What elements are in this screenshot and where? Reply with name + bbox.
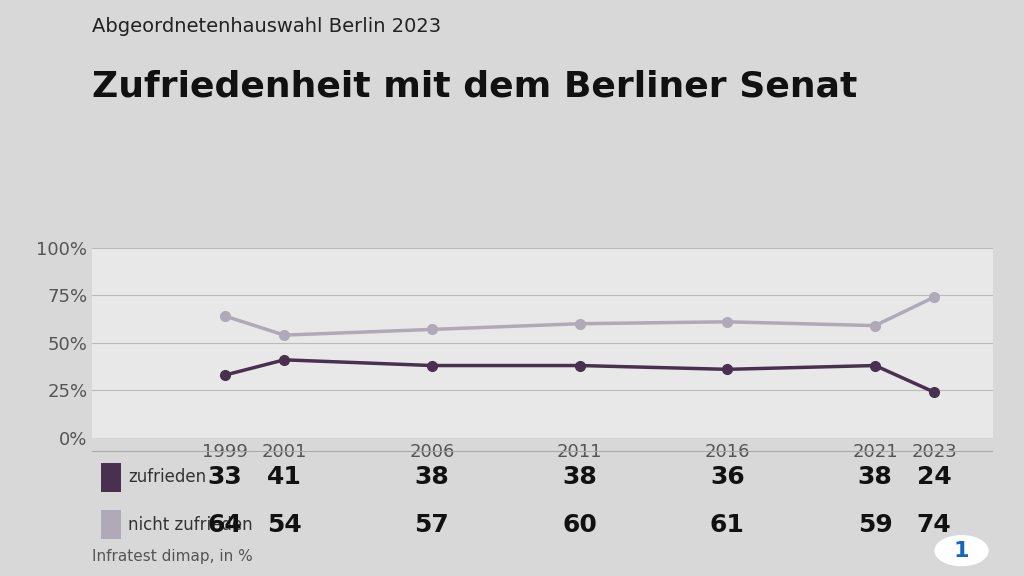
Text: 59: 59 <box>858 513 893 537</box>
Text: 54: 54 <box>267 513 302 537</box>
Text: Abgeordnetenhauswahl Berlin 2023: Abgeordnetenhauswahl Berlin 2023 <box>92 17 441 36</box>
Text: Zufriedenheit mit dem Berliner Senat: Zufriedenheit mit dem Berliner Senat <box>92 69 857 103</box>
Text: 60: 60 <box>562 513 597 537</box>
Text: zufrieden: zufrieden <box>128 468 206 486</box>
Text: 38: 38 <box>858 465 893 489</box>
Circle shape <box>935 536 988 566</box>
Text: 38: 38 <box>562 465 597 489</box>
Text: 1: 1 <box>953 541 970 562</box>
FancyBboxPatch shape <box>101 510 121 540</box>
Text: 57: 57 <box>415 513 450 537</box>
Text: 74: 74 <box>916 513 951 537</box>
Text: Infratest dimap, in %: Infratest dimap, in % <box>92 550 253 564</box>
FancyBboxPatch shape <box>101 463 121 492</box>
Text: 36: 36 <box>710 465 744 489</box>
Text: nicht zufrieden: nicht zufrieden <box>128 516 253 534</box>
Text: 38: 38 <box>415 465 450 489</box>
Text: 24: 24 <box>916 465 951 489</box>
Text: 41: 41 <box>267 465 302 489</box>
Text: 61: 61 <box>710 513 744 537</box>
Text: 64: 64 <box>208 513 243 537</box>
Text: 33: 33 <box>208 465 243 489</box>
